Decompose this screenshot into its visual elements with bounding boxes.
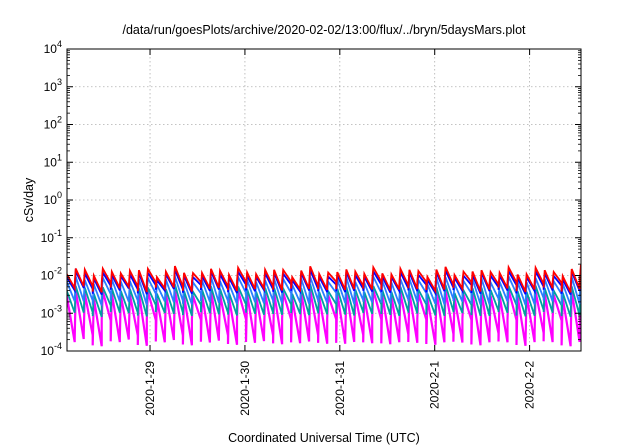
y-tick-label: 10-3 <box>41 303 62 320</box>
chart-title: /data/run/goesPlots/archive/2020-02-02/1… <box>122 23 526 37</box>
y-tick-label: 100 <box>44 190 62 207</box>
y-tick-label: 10-1 <box>41 228 62 245</box>
series-line <box>67 283 581 318</box>
grid <box>67 49 581 351</box>
x-tick-label: 2020-2-2 <box>523 361 537 409</box>
x-tick-label: 2020-1-29 <box>143 361 157 416</box>
ticks: 10-4 10-3 10-2 10-1 100 101 102 103 104 2020-1-29… <box>41 39 581 416</box>
y-tick-label: 102 <box>44 115 62 132</box>
x-tick-label: 2020-1-30 <box>238 361 252 416</box>
series-line <box>67 264 581 295</box>
y-tick-label: 10-2 <box>41 266 62 283</box>
y-tick-label: 104 <box>44 39 62 56</box>
x-tick-label: 2020-1-31 <box>333 361 347 416</box>
x-tick-label: 2020-2-1 <box>428 361 442 409</box>
series-line <box>67 289 581 347</box>
y-tick-label: 101 <box>44 152 62 169</box>
y-tick-label: 103 <box>44 77 62 94</box>
series-group <box>67 264 581 347</box>
y-axis-label: cSv/day <box>22 177 36 222</box>
x-axis-label: Coordinated Universal Time (UTC) <box>228 431 420 445</box>
y-tick-label: 10-4 <box>41 341 62 358</box>
